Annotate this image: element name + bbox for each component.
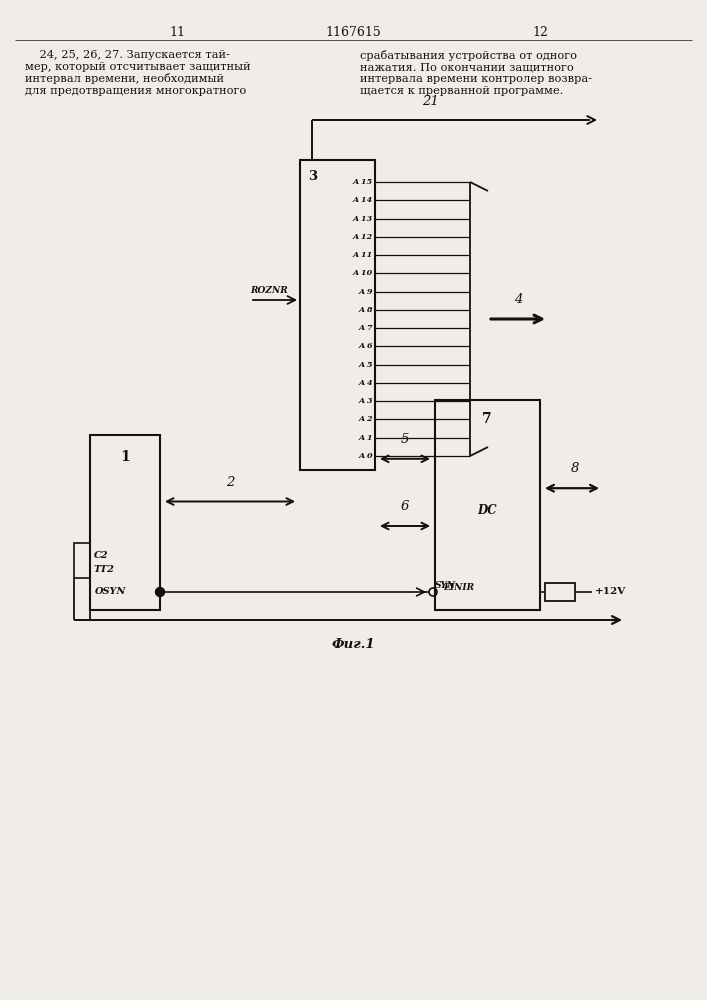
Text: 3: 3 bbox=[308, 170, 317, 183]
Text: срабатывания устройства от одного
нажатия. По окончании защитного
интервала врем: срабатывания устройства от одного нажати… bbox=[360, 50, 592, 96]
Text: TT2: TT2 bbox=[94, 566, 115, 574]
Text: 12: 12 bbox=[532, 25, 548, 38]
Text: A 11: A 11 bbox=[353, 251, 373, 259]
Text: A 7: A 7 bbox=[358, 324, 373, 332]
Bar bbox=[435, 400, 540, 610]
Bar bbox=[545, 583, 575, 601]
Bar bbox=[90, 435, 160, 610]
Text: 7: 7 bbox=[482, 412, 492, 426]
Text: A 8: A 8 bbox=[358, 306, 373, 314]
Text: Фиг.1: Фиг.1 bbox=[331, 639, 375, 652]
Text: 24, 25, 26, 27. Запускается тай-
мер, который отсчитывает защитный
интервал врем: 24, 25, 26, 27. Запускается тай- мер, ко… bbox=[25, 50, 250, 96]
Text: A 12: A 12 bbox=[353, 233, 373, 241]
Text: A 6: A 6 bbox=[358, 342, 373, 350]
Text: OSYN: OSYN bbox=[95, 587, 127, 596]
Text: 11: 11 bbox=[169, 25, 185, 38]
Text: C2: C2 bbox=[94, 550, 108, 560]
Bar bbox=[300, 160, 375, 470]
Text: A 3: A 3 bbox=[358, 397, 373, 405]
Text: EINIR: EINIR bbox=[443, 584, 474, 592]
Text: 6: 6 bbox=[401, 500, 409, 513]
Text: A 13: A 13 bbox=[353, 215, 373, 223]
Text: SYN: SYN bbox=[435, 581, 456, 590]
Text: 2: 2 bbox=[226, 476, 234, 488]
Text: A 4: A 4 bbox=[358, 379, 373, 387]
Text: 4: 4 bbox=[514, 293, 522, 306]
Text: 1167615: 1167615 bbox=[325, 25, 381, 38]
Text: A 10: A 10 bbox=[353, 269, 373, 277]
Text: A 15: A 15 bbox=[353, 178, 373, 186]
Text: A 2: A 2 bbox=[358, 415, 373, 423]
Text: +12V: +12V bbox=[595, 587, 626, 596]
Text: A 9: A 9 bbox=[358, 288, 373, 296]
Text: ROZNR: ROZNR bbox=[250, 286, 288, 295]
Bar bbox=[74, 543, 90, 578]
Text: A 1: A 1 bbox=[358, 434, 373, 442]
Text: A 0: A 0 bbox=[358, 452, 373, 460]
Text: 8: 8 bbox=[571, 462, 579, 475]
Text: A 5: A 5 bbox=[358, 361, 373, 369]
Circle shape bbox=[156, 587, 165, 596]
Text: 1: 1 bbox=[120, 450, 130, 464]
Text: DC: DC bbox=[477, 504, 497, 516]
Text: A 14: A 14 bbox=[353, 196, 373, 204]
Text: 21: 21 bbox=[421, 95, 438, 108]
Text: 5: 5 bbox=[401, 433, 409, 446]
